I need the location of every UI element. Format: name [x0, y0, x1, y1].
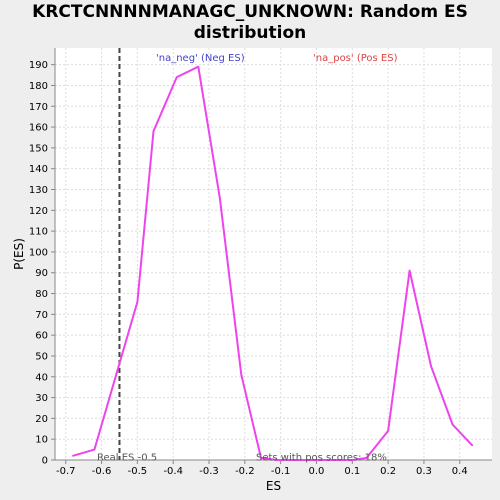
y-tick-label: 160	[29, 123, 48, 134]
series-point	[136, 301, 139, 303]
y-tick-label: 170	[29, 102, 48, 113]
y-tick-label: 80	[35, 289, 48, 300]
y-tick-label: 140	[29, 164, 48, 175]
series-line	[72, 65, 474, 461]
chart-title: KRCTCNNNNMANAGC_UNKNOWN: Random ES distr…	[0, 2, 500, 44]
x-tick-label: 0.3	[416, 466, 432, 477]
x-tick-label: -0.3	[199, 466, 219, 477]
x-axis-title: ES	[266, 479, 281, 493]
legend-pos: 'na_pos' (Pos ES)	[313, 53, 398, 64]
y-tick-label: 50	[35, 351, 48, 362]
series-point	[365, 457, 368, 459]
series-point	[218, 197, 221, 199]
y-tick-label: 70	[35, 310, 48, 321]
series-point	[451, 423, 454, 426]
x-tick-label: -0.1	[271, 466, 291, 477]
x-tick-label: -0.5	[128, 466, 148, 477]
series-point	[260, 457, 262, 459]
y-tick-label: 60	[35, 331, 48, 342]
series-point	[93, 448, 96, 451]
series-point	[333, 459, 336, 461]
chart-title-line-1: KRCTCNNNNMANAGC_UNKNOWN: Random ES	[32, 2, 468, 22]
y-tick-label: 110	[29, 227, 48, 238]
series-point	[197, 65, 200, 68]
series-point	[351, 459, 354, 461]
series-point	[315, 459, 318, 461]
series-point	[387, 430, 389, 432]
x-tick-label: 0.0	[309, 466, 325, 477]
pos-scores-annotation: Sets with pos scores: 18%	[256, 453, 387, 464]
series-lines	[72, 65, 474, 461]
x-tick-label: -0.2	[235, 466, 255, 477]
x-tick-label: -0.7	[56, 466, 76, 477]
y-tick-label: 150	[29, 143, 48, 154]
y-tick-label: 10	[35, 435, 48, 446]
y-tick-label: 190	[29, 60, 48, 71]
y-tick-label: 180	[29, 81, 48, 92]
series-point	[276, 459, 278, 461]
grid-lines	[55, 48, 492, 460]
y-tick-label: 90	[35, 268, 48, 279]
x-tick-label: -0.6	[92, 466, 112, 477]
series-point	[408, 269, 411, 272]
y-tick-label: 20	[35, 414, 48, 425]
x-tick-label: 0.1	[344, 466, 360, 477]
y-tick-label: 40	[35, 372, 48, 383]
real-es-label: Real ES -0.5	[97, 453, 157, 464]
series-point	[72, 455, 74, 457]
y-tick-label: 0	[42, 456, 48, 467]
series-point	[175, 76, 178, 78]
series-point	[471, 444, 474, 447]
axis-ticks: 0 10 20 30 40 50 60 70 80 90 100 110 120 130 140 150 160…	[29, 60, 468, 477]
y-axis-title: P(ES)	[12, 238, 26, 270]
y-tick-label: 130	[29, 185, 48, 196]
legend-neg: 'na_neg' (Neg ES)	[156, 53, 245, 64]
series-point	[152, 130, 155, 133]
y-tick-label: 120	[29, 206, 48, 217]
x-tick-label: 0.4	[452, 466, 468, 477]
y-tick-label: 100	[29, 247, 48, 258]
plot-background	[55, 48, 492, 460]
y-tick-label: 30	[35, 393, 48, 404]
series-point	[294, 459, 296, 461]
chart-title-line-2: distribution	[193, 23, 307, 43]
x-tick-label: -0.4	[163, 466, 183, 477]
series-point	[240, 373, 243, 376]
x-tick-label: 0.2	[380, 466, 396, 477]
series-point	[430, 365, 432, 368]
